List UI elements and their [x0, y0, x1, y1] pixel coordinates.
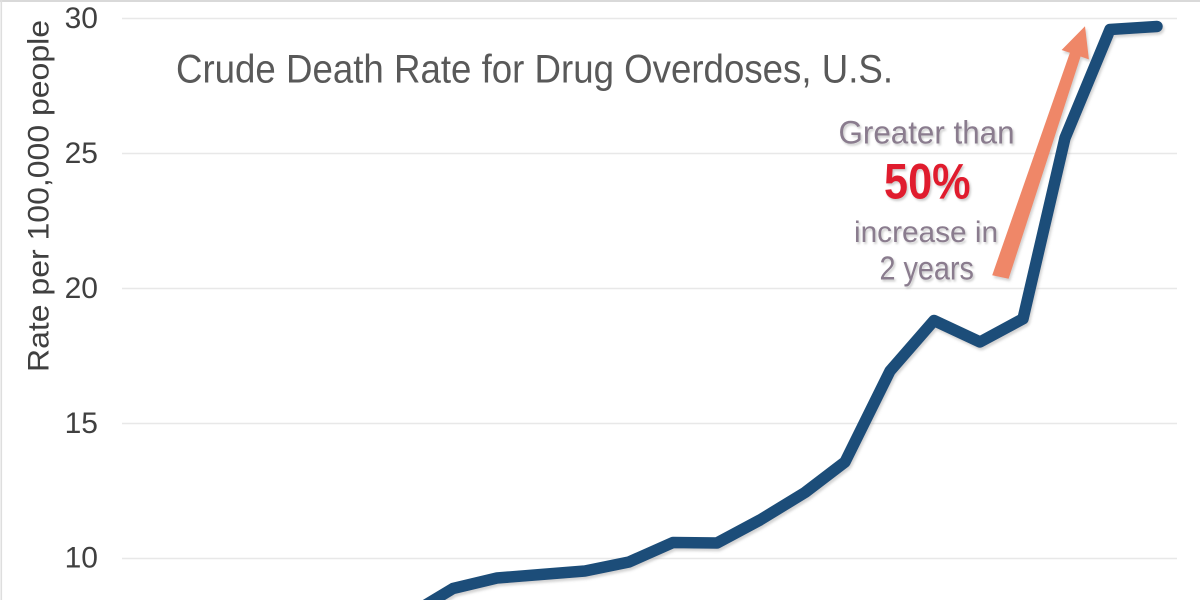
svg-text:Crude Death Rate for Drug Over: Crude Death Rate for Drug Overdoses, U.S…: [176, 48, 893, 92]
svg-text:2 years: 2 years: [879, 250, 974, 287]
svg-text:Rate per 100,000 people: Rate per 100,000 people: [23, 20, 56, 372]
svg-text:30: 30: [65, 2, 98, 35]
svg-text:10: 10: [65, 542, 98, 575]
svg-text:increase in: increase in: [854, 216, 998, 249]
svg-text:50%: 50%: [884, 154, 971, 210]
svg-text:15: 15: [65, 407, 98, 440]
svg-text:25: 25: [65, 137, 98, 170]
svg-text:20: 20: [65, 272, 98, 305]
svg-text:Greater than: Greater than: [839, 115, 1015, 151]
